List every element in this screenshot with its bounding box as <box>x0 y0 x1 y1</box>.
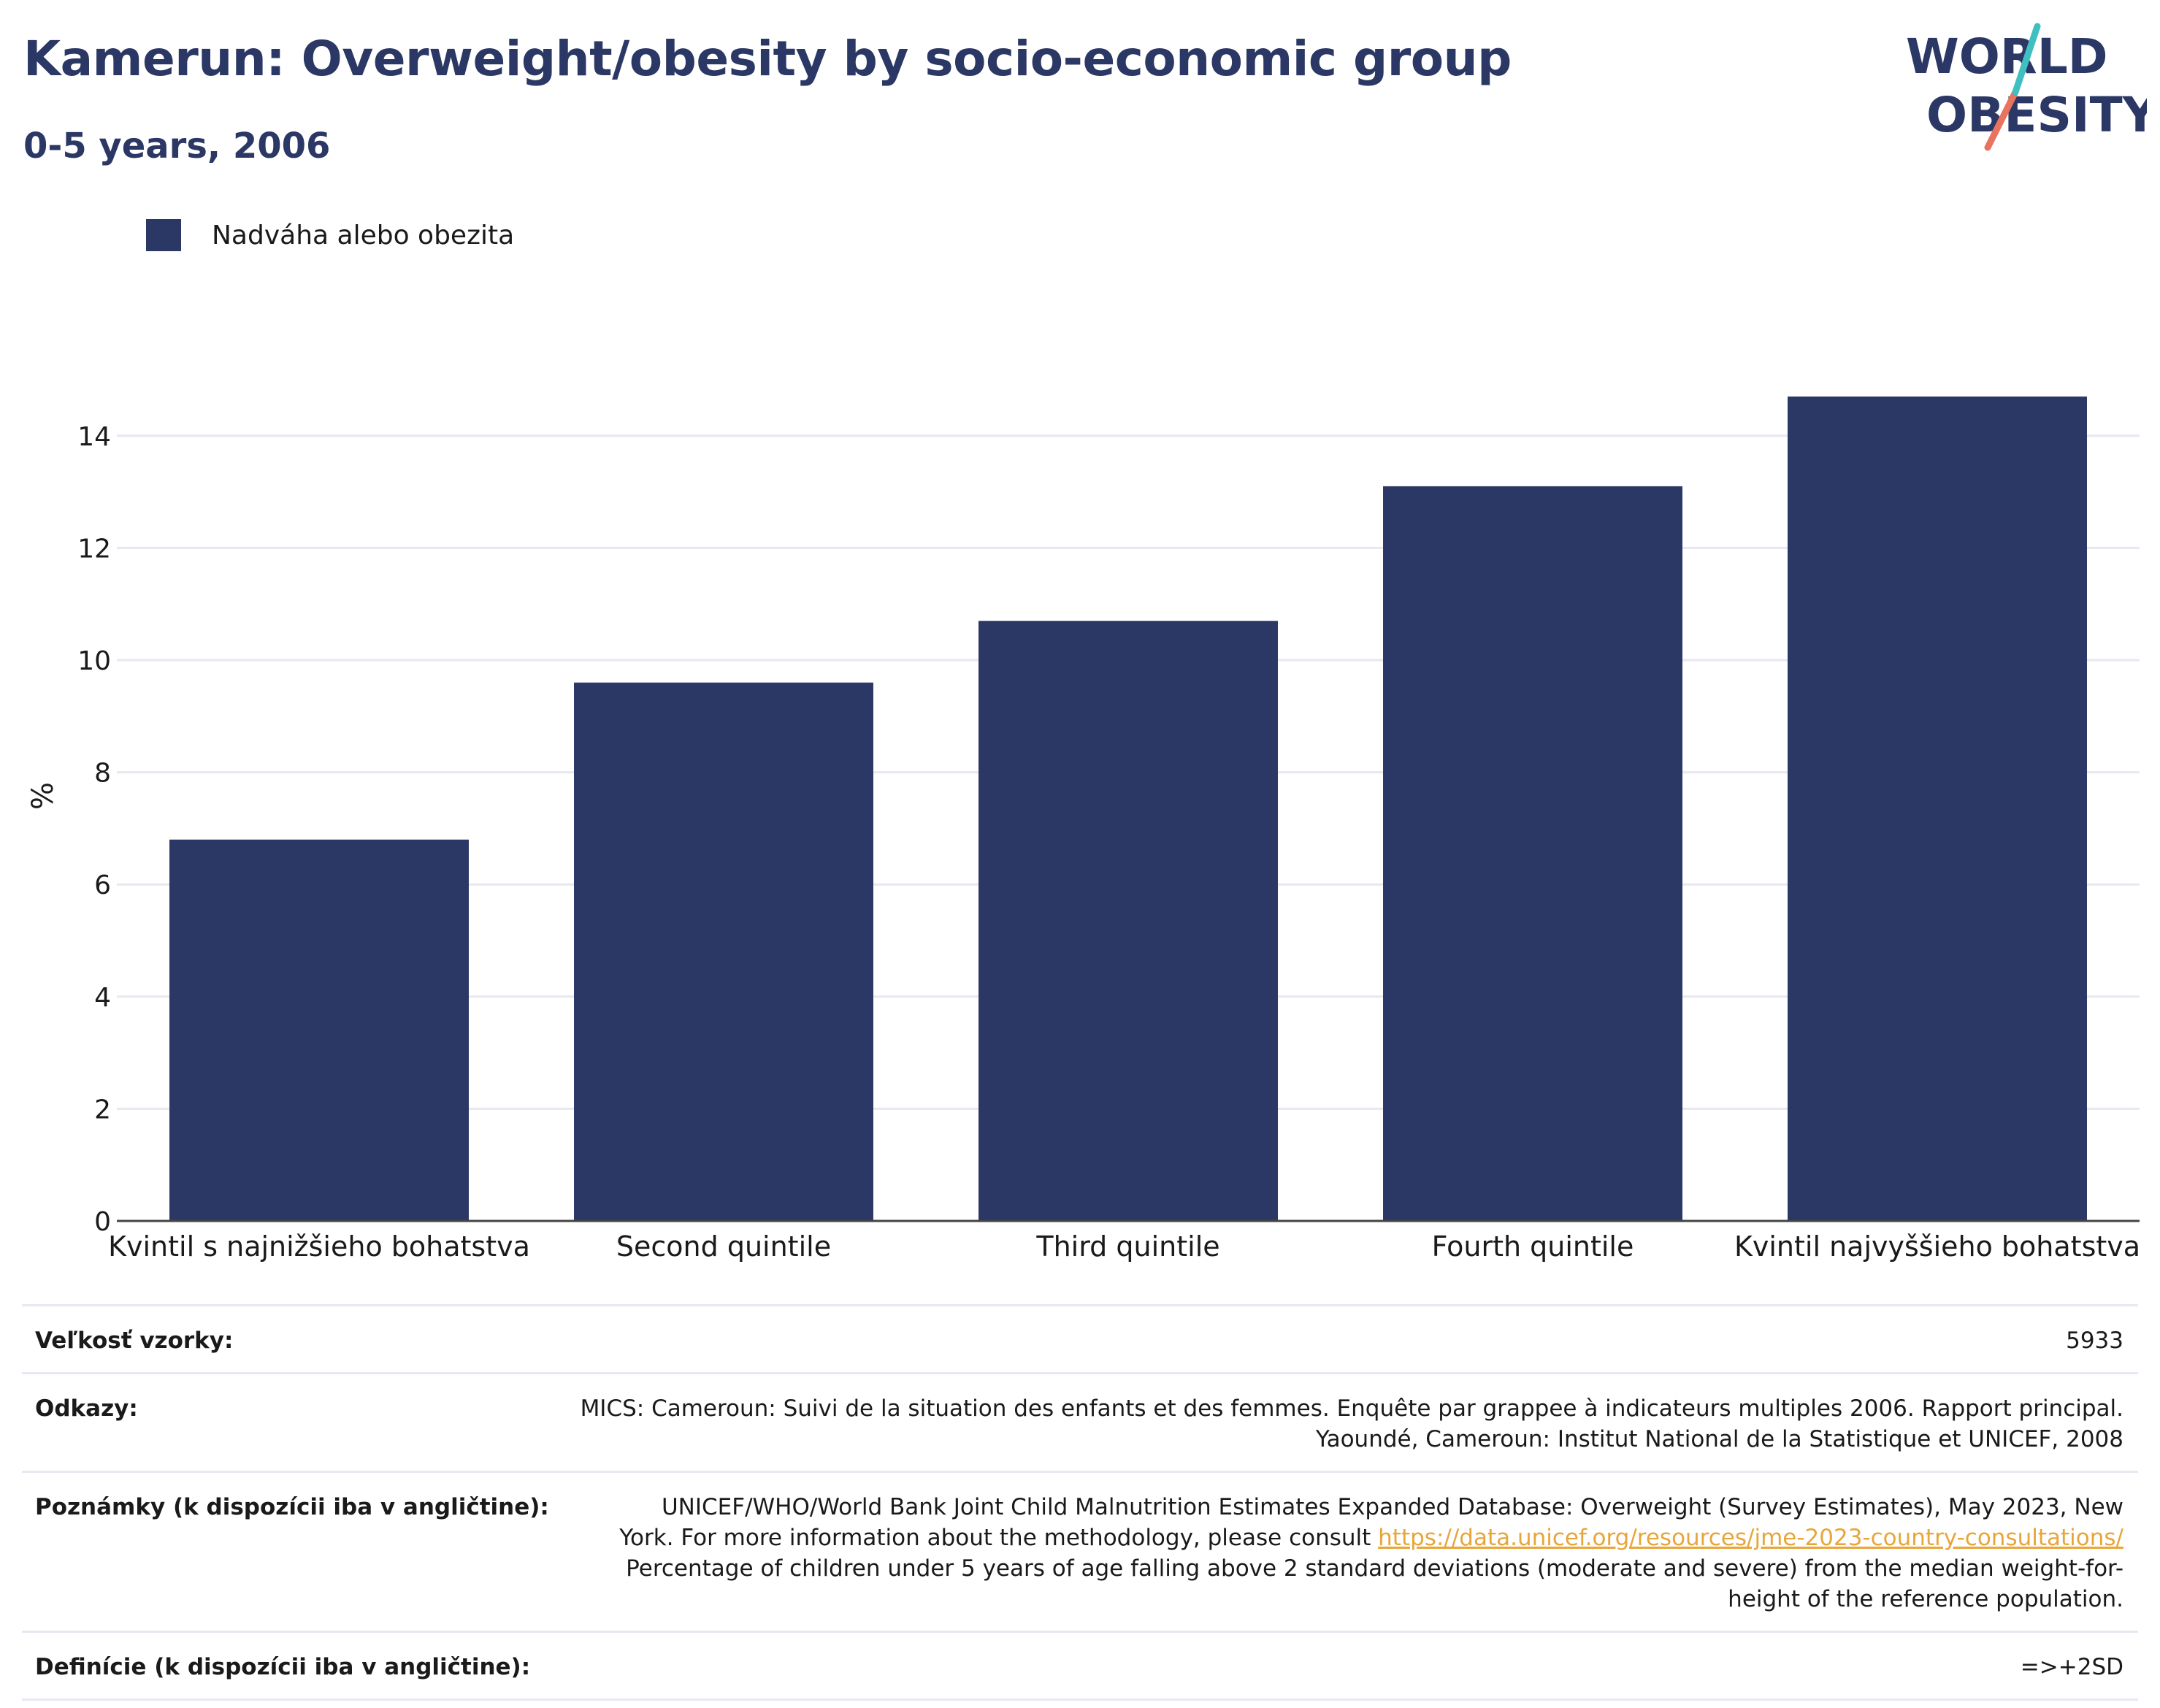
info-table: Veľkosť vzorky: 5933 Odkazy: MICS: Camer… <box>22 1304 2138 1701</box>
bar[interactable] <box>169 839 469 1221</box>
info-row-sample-size: Veľkosť vzorky: 5933 <box>22 1304 2138 1372</box>
x-tick-label: Third quintile <box>1035 1230 1219 1263</box>
y-tick-label: 10 <box>77 646 111 676</box>
bar[interactable] <box>574 682 873 1221</box>
bar[interactable] <box>1788 397 2087 1221</box>
notes-methodology-link[interactable]: https://data.unicef.org/resources/jme-20… <box>1378 1525 2123 1551</box>
chart-title: Kamerun: Overweight/obesity by socio-eco… <box>23 31 1512 87</box>
notes-value: UNICEF/WHO/World Bank Joint Child Malnut… <box>549 1492 2123 1615</box>
legend-swatch <box>146 219 181 251</box>
y-axis-title: % <box>26 782 60 810</box>
x-tick-label: Fourth quintile <box>1432 1230 1634 1263</box>
logo-text-world: WORLD <box>1906 28 2108 85</box>
chart-subtitle: 0-5 years, 2006 <box>23 126 331 166</box>
info-row-definitions: Definície (k dispozícii iba v angličtine… <box>22 1631 2138 1701</box>
logo-text-obesity: OBESITY <box>1926 87 2147 143</box>
legend[interactable]: Nadváha alebo obezita <box>146 219 514 251</box>
info-row-references: Odkazy: MICS: Cameroun: Suivi de la situ… <box>22 1372 2138 1471</box>
info-row-notes: Poznámky (k dispozícii iba v angličtine)… <box>22 1471 2138 1631</box>
references-line-1: MICS: Cameroun: Suivi de la situation de… <box>580 1395 2123 1422</box>
logo-slash-teal <box>2012 23 2041 96</box>
x-tick-label: Second quintile <box>616 1230 831 1263</box>
references-value: MICS: Cameroun: Suivi de la situation de… <box>138 1393 2123 1455</box>
notes-line-2: York. For more information about the met… <box>608 1523 2123 1553</box>
bar[interactable] <box>978 621 1278 1221</box>
y-tick-label: 2 <box>94 1095 111 1125</box>
world-obesity-logo[interactable]: WORLD OBESITY <box>1906 22 2147 153</box>
definitions-label: Definície (k dispozícii iba v angličtine… <box>35 1654 531 1680</box>
y-tick-label: 12 <box>77 534 111 564</box>
references-label: Odkazy: <box>35 1395 138 1422</box>
y-tick-label: 6 <box>94 870 111 900</box>
sample-size-value: 5933 <box>2066 1328 2123 1354</box>
notes-line-4: height of the reference population. <box>1728 1586 2123 1612</box>
notes-line-2-text: York. For more information about the met… <box>619 1525 1379 1551</box>
axes: 0 2 4 6 8 10 12 14 Kvintil s najnižšieho bohatst… <box>77 422 2140 1263</box>
x-tick-label: Kvintil s najnižšieho bohatstva <box>108 1230 530 1263</box>
notes-label: Poznámky (k dispozícii iba v angličtine)… <box>35 1494 549 1520</box>
y-tick-label: 0 <box>94 1207 111 1237</box>
sample-size-label: Veľkosť vzorky: <box>35 1328 234 1354</box>
definitions-value: =>+2SD <box>2020 1654 2123 1680</box>
bar-chart[interactable]: 0 2 4 6 8 10 12 14 Kvintil s najnižšieho bohatst… <box>0 0 2160 1285</box>
bar[interactable] <box>1383 486 1682 1221</box>
references-line-2: Yaoundé, Cameroun: Institut National de … <box>1315 1426 2123 1452</box>
x-tick-label: Kvintil najvyššieho bohatstva <box>1734 1230 2140 1263</box>
notes-line-1: UNICEF/WHO/World Bank Joint Child Malnut… <box>661 1494 2123 1520</box>
y-tick-label: 14 <box>77 422 111 452</box>
logo-slash-coral <box>1984 88 2019 151</box>
notes-line-3: Percentage of children under 5 years of … <box>626 1555 2123 1582</box>
y-tick-label: 8 <box>94 759 111 789</box>
y-tick-label: 4 <box>94 983 111 1013</box>
legend-label: Nadváha alebo obezita <box>212 220 515 250</box>
bars <box>169 397 2087 1221</box>
